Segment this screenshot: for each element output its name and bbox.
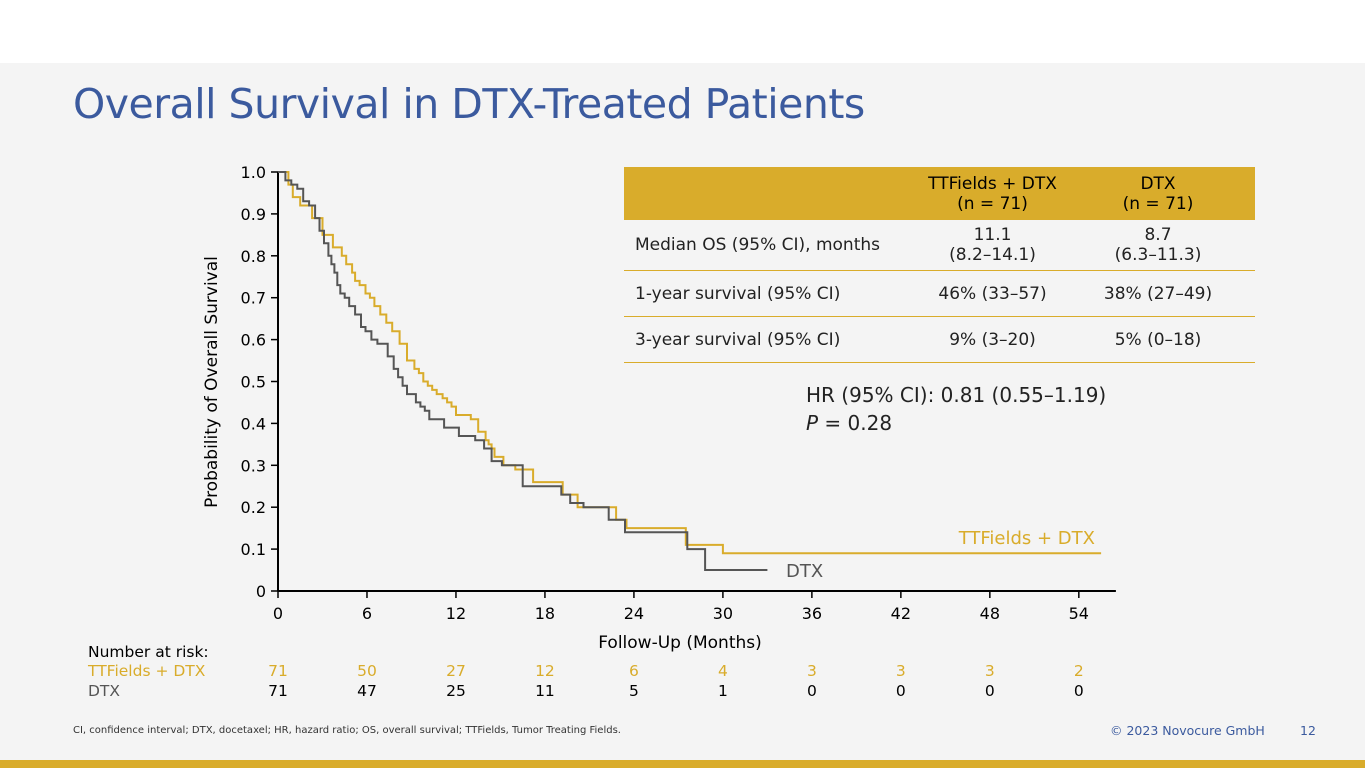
x-tick-label: 18: [535, 604, 555, 623]
slide-title: Overall Survival in DTX-Treated Patients: [73, 80, 865, 128]
y-tick-label: 0.2: [241, 498, 266, 517]
risk-value-dtx: 0: [806, 682, 817, 700]
risk-value-dtx: 0: [1073, 682, 1084, 700]
hazard-ratio-text: HR (95% CI): 0.81 (0.55–1.19): [806, 383, 1107, 407]
table-cell-ttfields: 9% (3–20): [924, 316, 1061, 363]
risk-value-ttfields: 27: [446, 662, 466, 680]
x-tick-label: 42: [891, 604, 911, 623]
y-axis-title: Probability of Overall Survival: [202, 256, 222, 508]
km-curve-dtx: [278, 171, 768, 571]
chart-series: [278, 171, 1102, 571]
risk-value-ttfields: 2: [1073, 662, 1084, 680]
footnote: CI, confidence interval; DTX, docetaxel;…: [73, 725, 621, 736]
risk-row-label-dtx: DTX: [88, 682, 121, 700]
y-tick-label: 1.0: [241, 163, 266, 182]
km-curve-ttfields: [278, 171, 1102, 555]
p-value-text: P = 0.28: [806, 409, 1106, 437]
risk-value-dtx: 0: [984, 682, 995, 700]
risk-value-ttfields: 12: [535, 662, 555, 680]
risk-value-ttfields: 3: [895, 662, 906, 680]
table-row: Median OS (95% CI), months 11.1 (8.2–14.…: [624, 220, 1255, 271]
series-label-ttfields: TTFields + DTX: [958, 528, 1095, 549]
y-tick-label: 0.6: [241, 331, 266, 350]
x-axis-title: Follow-Up (Months): [598, 633, 762, 653]
risk-value-ttfields: 3: [806, 662, 817, 680]
risk-value-dtx: 1: [717, 682, 728, 700]
x-tick-label: 12: [446, 604, 466, 623]
table-row: 1-year survival (95% CI) 46% (33–57) 38%…: [624, 270, 1255, 317]
x-tick-label: 54: [1069, 604, 1089, 623]
risk-value-dtx: 47: [357, 682, 377, 700]
table-header-dtx: DTX (n = 71): [1061, 167, 1255, 220]
y-tick-label: 0.5: [241, 373, 266, 392]
table-header-ttfields: TTFields + DTX (n = 71): [924, 167, 1061, 220]
table-cell-dtx: 5% (0–18): [1061, 316, 1255, 363]
header-ttfields-name: TTFields + DTX: [928, 173, 1057, 194]
risk-value-dtx: 25: [446, 682, 466, 700]
summary-table: TTFields + DTX (n = 71) DTX (n = 71) Med…: [624, 167, 1255, 363]
risk-value-dtx: 5: [628, 682, 639, 700]
p-symbol: P: [806, 411, 819, 435]
x-tick-label: 48: [980, 604, 1000, 623]
risk-value-dtx: 71: [268, 682, 288, 700]
risk-value-ttfields: 4: [717, 662, 728, 680]
y-tick-label: 0.3: [241, 456, 266, 475]
y-tick-label: 0.9: [241, 205, 266, 224]
copyright: © 2023 Novocure GmbH: [1110, 723, 1265, 738]
chart-axes: 0 0.1 0.2 0.3 0.4 0.5 0.6 0.7 0.8 0.9 1.0 0 6 12 18 24 3…: [241, 163, 1116, 623]
risk-table-title: Number at risk:: [88, 643, 209, 661]
header-dtx-name: DTX: [1140, 173, 1176, 194]
table-row-label: 1-year survival (95% CI): [624, 270, 924, 317]
bottom-accent-bar: [0, 760, 1365, 768]
cell-value: 8.7: [1144, 225, 1172, 245]
cell-ci: (6.3–11.3): [1114, 245, 1202, 265]
table-cell-dtx: 8.7 (6.3–11.3): [1061, 220, 1255, 271]
y-tick-label: 0.4: [241, 414, 266, 433]
cell-value: 11.1: [973, 225, 1012, 245]
x-tick-label: 6: [362, 604, 372, 623]
page-number: 12: [1300, 723, 1316, 738]
x-tick-label: 0: [273, 604, 283, 623]
risk-value-ttfields: 3: [984, 662, 995, 680]
table-row-label: Median OS (95% CI), months: [624, 220, 924, 271]
x-tick-label: 30: [713, 604, 733, 623]
y-tick-label: 0: [256, 582, 266, 601]
risk-value-dtx: 11: [535, 682, 555, 700]
x-tick-label: 36: [802, 604, 822, 623]
table-header-row: TTFields + DTX (n = 71) DTX (n = 71): [624, 167, 1255, 220]
table-cell-ttfields: 11.1 (8.2–14.1): [924, 220, 1061, 271]
risk-value-dtx: 0: [895, 682, 906, 700]
y-tick-label: 0.7: [241, 289, 266, 308]
table-header-blank: [624, 167, 924, 220]
risk-value-ttfields: 71: [268, 662, 288, 680]
table-row-label: 3-year survival (95% CI): [624, 316, 924, 363]
series-label-dtx: DTX: [786, 561, 823, 582]
table-cell-ttfields: 46% (33–57): [924, 270, 1061, 317]
table-cell-dtx: 38% (27–49): [1061, 270, 1255, 317]
header-ttfields-n: (n = 71): [957, 193, 1028, 214]
cell-ci: (8.2–14.1): [949, 245, 1036, 265]
hazard-ratio-annotation: HR (95% CI): 0.81 (0.55–1.19) P = 0.28: [806, 381, 1106, 437]
y-tick-label: 0.8: [241, 247, 266, 266]
p-value: = 0.28: [818, 411, 893, 435]
y-tick-label: 0.1: [241, 540, 266, 559]
table-row: 3-year survival (95% CI) 9% (3–20) 5% (0…: [624, 316, 1255, 363]
risk-value-ttfields: 50: [357, 662, 377, 680]
header-dtx-n: (n = 71): [1122, 193, 1194, 214]
risk-row-label-ttfields: TTFields + DTX: [88, 662, 206, 680]
x-tick-label: 24: [624, 604, 644, 623]
risk-value-ttfields: 6: [628, 662, 639, 680]
